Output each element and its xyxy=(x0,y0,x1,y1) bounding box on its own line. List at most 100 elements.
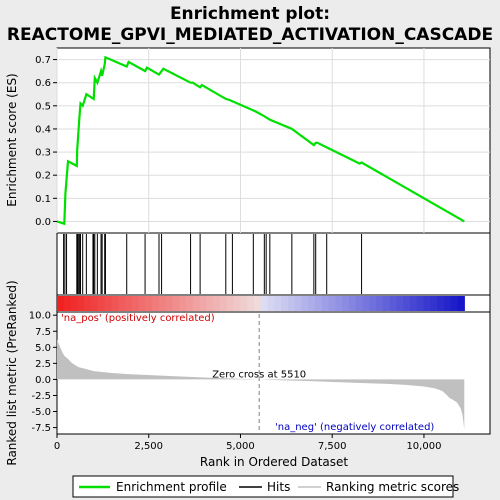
x-axis-tick-label: 10,000 xyxy=(406,441,441,452)
heat-bar-segment xyxy=(226,296,235,311)
x-axis-tick-label: 0 xyxy=(54,441,60,452)
heat-bar-segment xyxy=(457,296,465,311)
es-panel-frame xyxy=(56,47,491,234)
rank-heat-bar xyxy=(57,296,465,311)
heat-bar-segment xyxy=(443,296,452,311)
hits-panel-frame xyxy=(56,232,491,296)
metric-y-tick-label: 5.0 xyxy=(35,343,51,354)
heat-bar-segment xyxy=(152,296,160,311)
heat-bar-segment xyxy=(97,296,106,311)
heat-bar-segment xyxy=(416,296,425,311)
heat-bar-segment xyxy=(118,296,126,311)
legend-label-hits: Hits xyxy=(267,480,290,494)
hit-markers xyxy=(63,234,363,294)
heat-bar-segment xyxy=(206,296,214,311)
x-axis-tick-label: 2,500 xyxy=(134,441,163,452)
heat-bar-segment xyxy=(274,296,282,311)
x-axis-label: Rank in Ordered Dataset xyxy=(200,455,348,469)
heat-bar-segment xyxy=(376,296,384,311)
heat-bar-segment xyxy=(437,296,445,311)
x-axis-tick-label: 5,000 xyxy=(226,441,255,452)
heat-bar-segment xyxy=(90,296,99,311)
es-y-tick-label: 0.4 xyxy=(35,124,51,135)
metric-y-tick-label: 2.5 xyxy=(35,359,51,370)
heat-bar-segment xyxy=(281,296,289,311)
heat-bar-segment xyxy=(111,296,119,311)
positive-correlation-label: 'na_pos' (positively correlated) xyxy=(61,313,215,324)
heat-bar-segment xyxy=(138,296,146,311)
metric-y-ticks: 10.0 7.5 5.0 2.5 0.0 -2.5 -5.0 -7.5 xyxy=(29,311,57,434)
heat-bar-segment xyxy=(63,296,72,311)
heat-bar-segment xyxy=(131,296,140,311)
metric-y-tick-label: -7.5 xyxy=(31,423,51,434)
heat-bar-segment xyxy=(396,296,404,311)
heat-bar-segment xyxy=(301,296,309,311)
enrichment-profile-line xyxy=(56,55,465,226)
heat-bar-segment xyxy=(57,296,65,311)
heat-bar-segment xyxy=(342,296,350,311)
heat-bar-segment xyxy=(219,296,228,311)
heat-bar-segment xyxy=(294,296,302,311)
es-gridlines xyxy=(56,48,490,233)
es-y-tick-label: 0.2 xyxy=(35,171,51,182)
heat-bar-segment xyxy=(423,296,431,311)
es-y-tick-label: 0.1 xyxy=(35,194,51,205)
heat-bar-segment xyxy=(267,296,275,311)
es-y-tick-label: 0.3 xyxy=(35,148,51,159)
heat-bar-segment xyxy=(165,296,174,311)
heat-bar-segment xyxy=(247,296,255,311)
heat-bar-segment xyxy=(172,296,180,311)
legend-label-enrichment-profile: Enrichment profile xyxy=(116,480,227,494)
x-axis-tick-label: 7,500 xyxy=(318,441,347,452)
heat-bar-segment xyxy=(185,296,194,311)
chart-title-line-1: Enrichment plot: xyxy=(170,4,330,24)
heat-bar-segment xyxy=(213,296,221,311)
heat-bar-segment xyxy=(260,296,269,311)
heat-bar-segment xyxy=(84,296,92,311)
zero-cross-label: Zero cross at 5510 xyxy=(212,369,306,380)
heat-bar-segment xyxy=(355,296,364,311)
metric-panel-frame xyxy=(56,311,491,435)
heat-bar-segment xyxy=(430,296,438,311)
heat-bar-segment xyxy=(403,296,411,311)
metric-y-tick-label: -2.5 xyxy=(31,391,51,402)
heat-bar-segment xyxy=(389,296,398,311)
legend: Enrichment profile Hits Ranking metric s… xyxy=(72,475,459,498)
heat-bar-segment xyxy=(145,296,153,311)
es-y-ticks: 0.0 0.1 0.2 0.3 0.4 0.5 0.6 0.7 xyxy=(35,55,57,228)
heat-bar-segment xyxy=(199,296,207,311)
heat-bar-segment xyxy=(158,296,167,311)
es-y-tick-label: 0.6 xyxy=(35,78,51,89)
legend-label-ranking-metric: Ranking metric scores xyxy=(326,480,459,494)
heat-bar-segment xyxy=(77,296,85,311)
es-y-tick-label: 0.0 xyxy=(35,217,51,228)
heat-bar-segment xyxy=(369,296,377,311)
heat-bar-segment xyxy=(410,296,418,311)
metric-y-axis-label: Ranked list metric (PreRanked) xyxy=(5,280,19,465)
es-y-tick-label: 0.5 xyxy=(35,101,51,112)
heat-bar-segment xyxy=(382,296,391,311)
heat-bar-segment xyxy=(314,296,323,311)
metric-y-tick-label: -5.0 xyxy=(31,407,51,418)
heat-bar-segment xyxy=(192,296,201,311)
heat-bar-segment xyxy=(287,296,296,311)
heat-bar-segment xyxy=(124,296,133,311)
heat-bar-segment xyxy=(328,296,336,311)
metric-y-tick-label: 0.0 xyxy=(35,375,51,386)
heat-bar-segment xyxy=(362,296,370,311)
heat-bar-segment xyxy=(253,296,262,311)
metric-y-tick-label: 10.0 xyxy=(29,311,51,322)
heat-bar-segment xyxy=(450,296,459,311)
heat-bar-segment xyxy=(321,296,330,311)
negative-correlation-label: 'na_neg' (negatively correlated) xyxy=(275,422,434,433)
heat-bar-segment xyxy=(335,296,343,311)
heat-bar-segment xyxy=(179,296,187,311)
heat-bar-segment xyxy=(348,296,357,311)
es-y-axis-label: Enrichment score (ES) xyxy=(5,73,19,206)
x-axis-ticks: 0 2,500 5,000 7,500 10,000 xyxy=(54,434,441,452)
heat-bar-segment xyxy=(308,296,316,311)
metric-y-tick-label: 7.5 xyxy=(35,327,51,338)
heat-bar-segment xyxy=(233,296,241,311)
es-y-tick-label: 0.7 xyxy=(35,55,51,66)
